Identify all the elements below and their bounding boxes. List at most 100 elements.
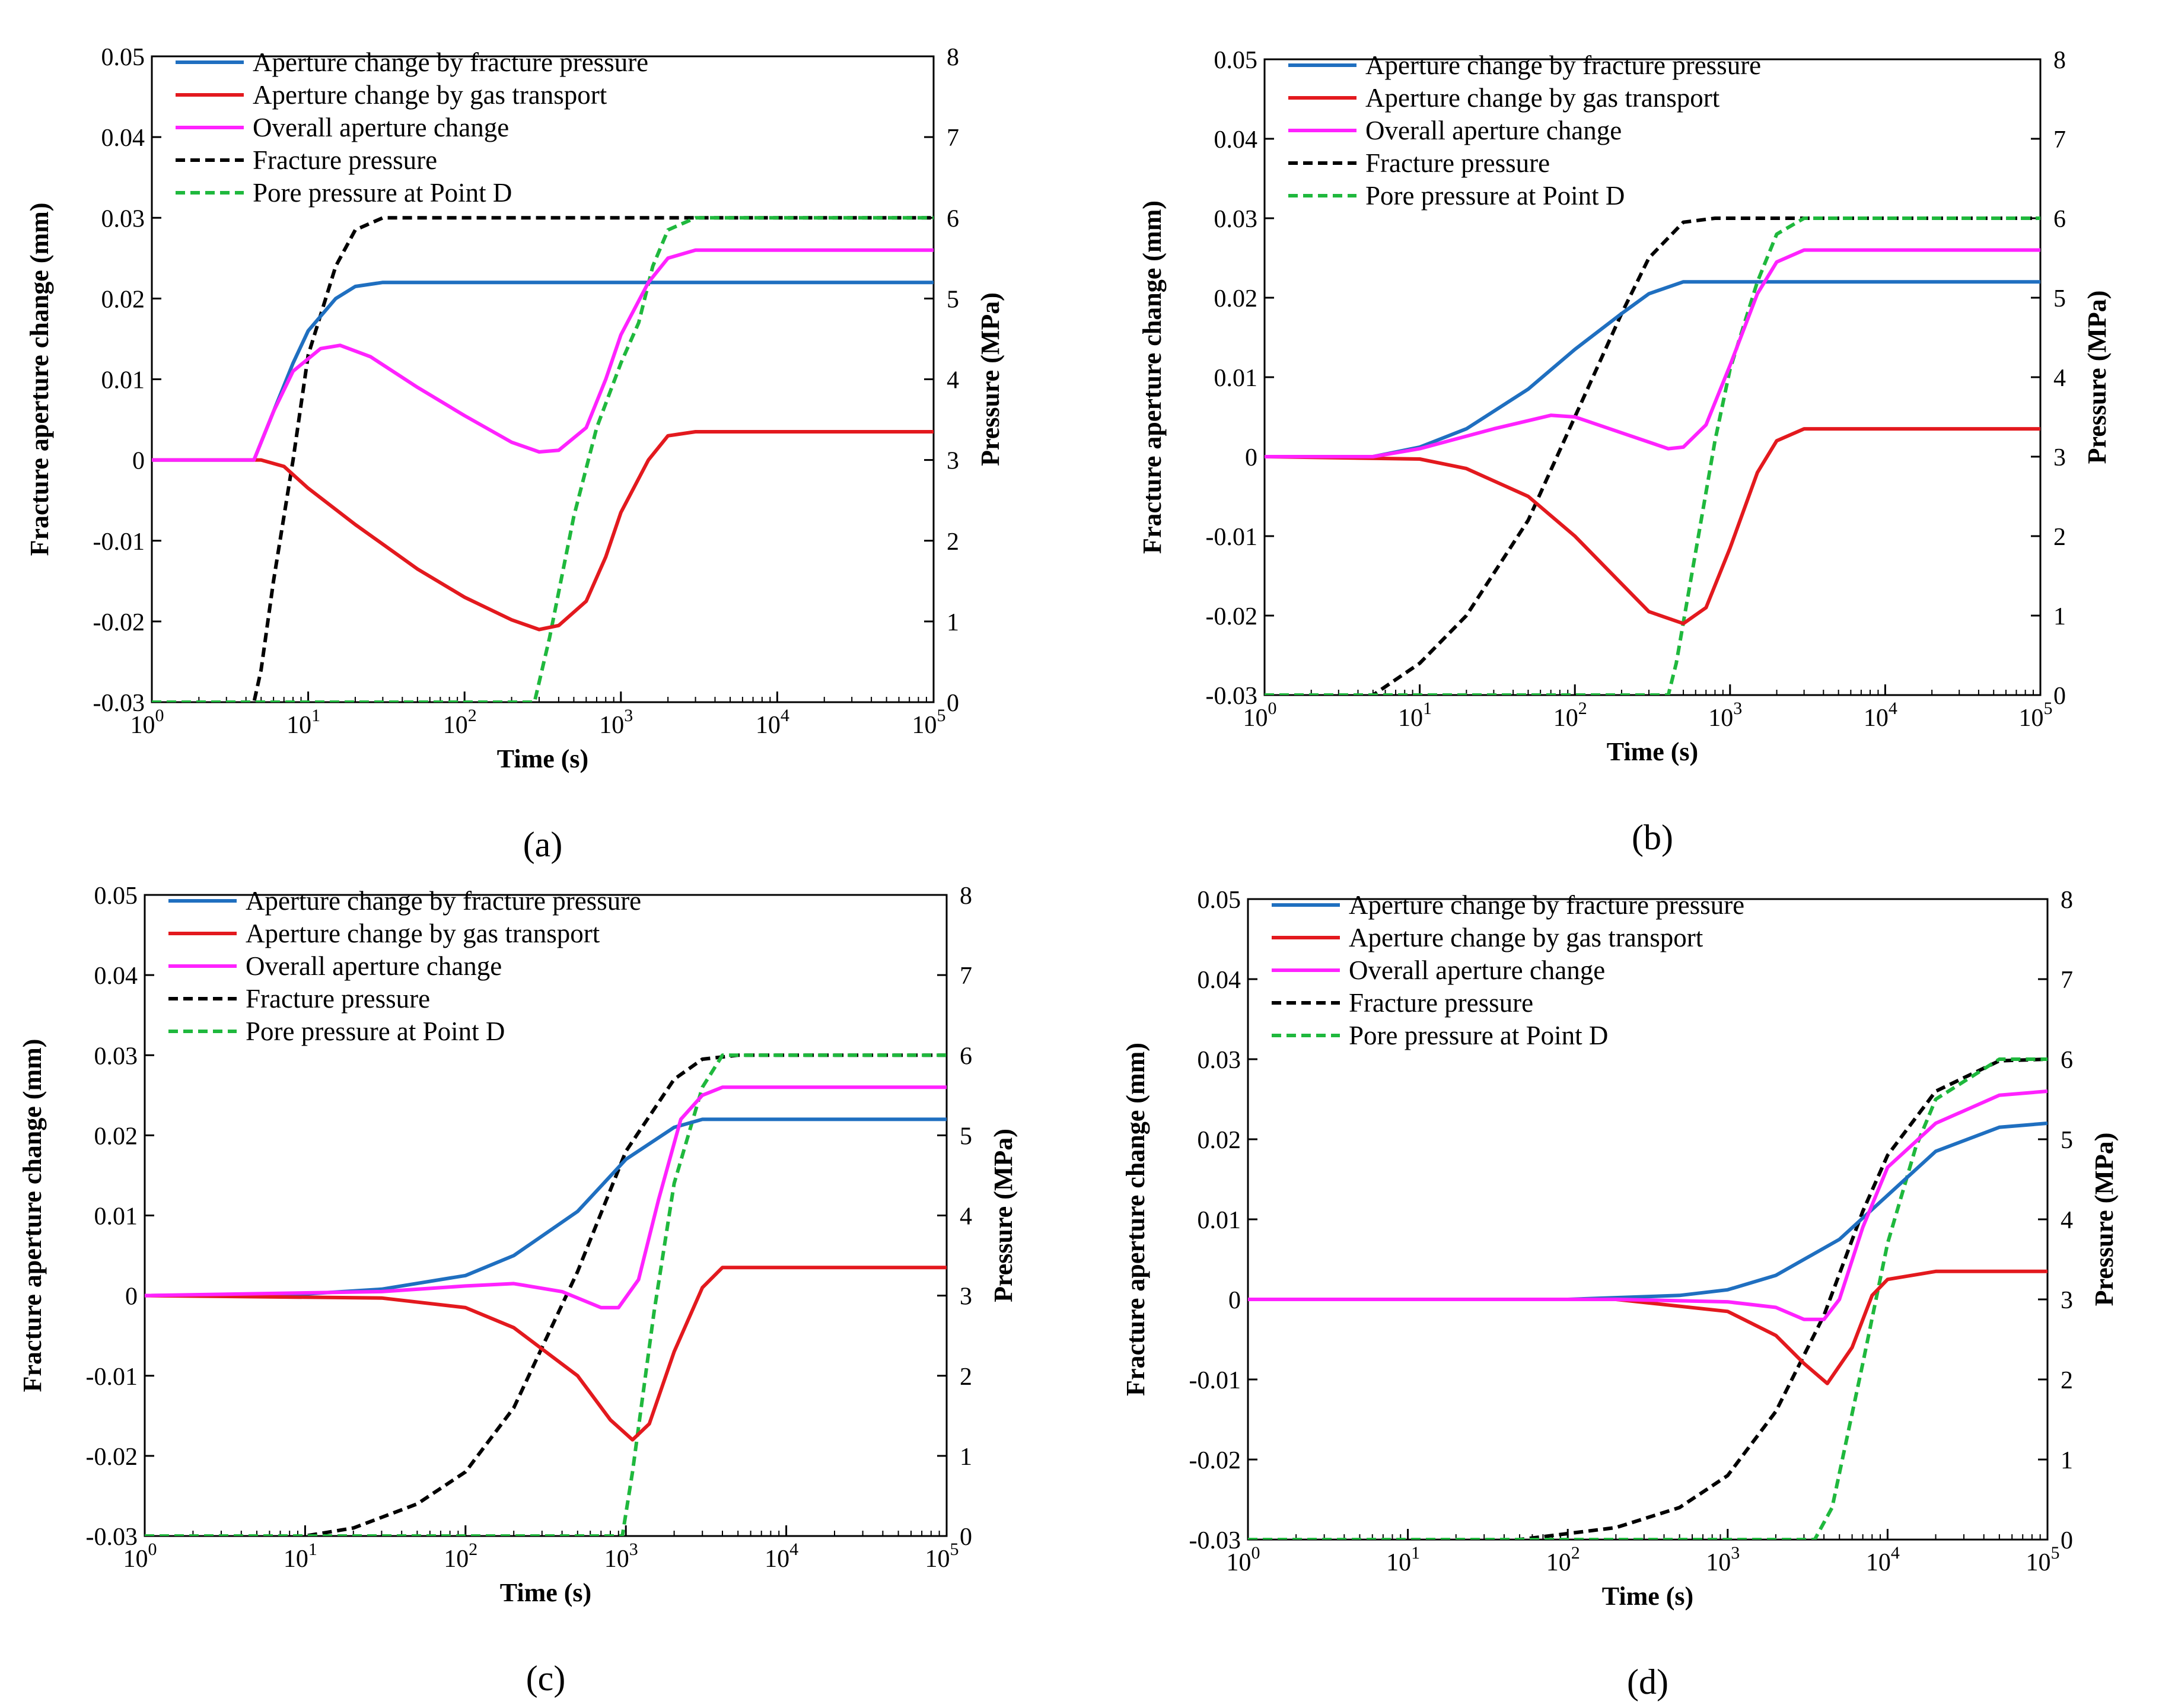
left-tick-label: -0.01 — [1189, 1367, 1241, 1394]
x-tick-exponent: 3 — [624, 706, 633, 725]
right-tick-label: 0 — [947, 690, 959, 717]
x-tick-label: 102 — [444, 1540, 477, 1573]
x-tick-label: 103 — [604, 1540, 638, 1573]
right-tick-label: 8 — [947, 44, 959, 71]
series-line-4 — [152, 216, 934, 702]
left-tick-label: 0.04 — [94, 963, 138, 990]
x-tick-exponent: 3 — [1731, 1543, 1740, 1563]
series-line-5 — [152, 216, 934, 702]
left-tick-label: 0.02 — [1214, 285, 1258, 313]
x-tick-base: 10 — [286, 712, 311, 739]
series-line-4 — [145, 1053, 947, 1536]
right-tick-label: 0 — [2061, 1527, 2073, 1554]
legend-label: Overall aperture change — [253, 113, 509, 142]
x-tick-base: 10 — [1243, 705, 1268, 732]
x-tick-label: 104 — [765, 1540, 798, 1573]
legend-label: Aperture change by gas transport — [1349, 923, 1703, 952]
x-tick-label: 101 — [1386, 1543, 1420, 1576]
x-tick-label: 103 — [1708, 699, 1742, 732]
x-tick-base: 10 — [912, 712, 937, 739]
x-tick-base: 10 — [443, 712, 468, 739]
x-axis-label: Time (s) — [497, 744, 588, 773]
x-tick-base: 10 — [1227, 1549, 1252, 1576]
x-axis-label: Time (s) — [1607, 737, 1698, 766]
left-tick-label: -0.01 — [1206, 524, 1258, 551]
x-tick-exponent: 3 — [1733, 699, 1742, 718]
x-tick-exponent: 4 — [789, 1540, 798, 1559]
legend-label: Fracture pressure — [253, 145, 437, 175]
x-tick-exponent: 4 — [1891, 1543, 1900, 1563]
x-tick-base: 10 — [1866, 1549, 1891, 1576]
panel-caption: (d) — [1627, 1662, 1668, 1701]
x-tick-base: 10 — [2019, 705, 2044, 732]
x-tick-exponent: 2 — [468, 706, 477, 725]
left-tick-label: -0.02 — [1206, 603, 1258, 630]
legend-label: Aperture change by fracture pressure — [253, 47, 648, 77]
left-tick-label: 0 — [125, 1283, 138, 1311]
right-tick-label: 2 — [960, 1363, 972, 1391]
series-line-2 — [1248, 1269, 2047, 1385]
x-tick-base: 10 — [756, 712, 781, 739]
series-line-5 — [1265, 216, 2040, 695]
series-line-4 — [1248, 1057, 2047, 1540]
x-tick-label: 102 — [443, 706, 477, 739]
right-tick-label: 7 — [960, 963, 972, 990]
legend-label: Pore pressure at Point D — [253, 178, 512, 208]
x-tick-exponent: 5 — [950, 1540, 959, 1559]
left-tick-label: 0 — [1228, 1287, 1241, 1314]
right-tick-label: 4 — [2061, 1207, 2073, 1234]
right-tick-label: 1 — [2053, 603, 2066, 630]
left-tick-label: -0.03 — [1206, 683, 1258, 710]
left-tick-label: -0.03 — [93, 690, 145, 717]
x-tick-label: 101 — [284, 1540, 317, 1573]
x-tick-base: 10 — [2026, 1549, 2051, 1576]
x-tick-base: 10 — [1398, 705, 1423, 732]
panel-caption: (c) — [526, 1659, 566, 1698]
series-line-3 — [1248, 1089, 2047, 1321]
right-tick-label: 1 — [960, 1443, 972, 1471]
x-tick-base: 10 — [1708, 705, 1733, 732]
left-tick-label: 0.02 — [101, 286, 145, 313]
x-tick-exponent: 3 — [629, 1540, 638, 1559]
left-tick-label: 0.03 — [101, 205, 145, 232]
series-line-3 — [152, 248, 934, 462]
legend-label: Overall aperture change — [1349, 955, 1605, 985]
series-line-2 — [145, 1266, 947, 1442]
series-line-3 — [145, 1085, 947, 1309]
y-axis-label-left: Fracture aperture change (mm) — [18, 1039, 47, 1392]
right-tick-label: 2 — [947, 528, 959, 556]
left-tick-label: 0.03 — [94, 1043, 138, 1070]
left-tick-label: 0.04 — [1214, 126, 1258, 154]
x-tick-exponent: 4 — [1889, 699, 1897, 718]
x-tick-exponent: 0 — [155, 706, 164, 725]
chart-panel-3: -0.03 -0.02 -0.01 0 0.01 0.02 0.03 0.04 0.05 0 1 2 3… — [18, 882, 1018, 1698]
x-tick-exponent: 0 — [1268, 699, 1277, 718]
left-tick-label: 0.05 — [94, 882, 138, 910]
series-line-2 — [1265, 427, 2040, 626]
left-tick-label: 0.03 — [1214, 206, 1258, 233]
x-tick-base: 10 — [284, 1546, 308, 1573]
x-tick-label: 100 — [130, 706, 164, 739]
x-tick-label: 104 — [1864, 699, 1897, 732]
x-axis-label: Time (s) — [1602, 1582, 1693, 1611]
x-axis-label: Time (s) — [500, 1578, 591, 1607]
x-tick-exponent: 4 — [781, 706, 789, 725]
x-tick-exponent: 5 — [2044, 699, 2053, 718]
right-tick-label: 6 — [2053, 206, 2066, 233]
right-tick-label: 7 — [2053, 126, 2066, 154]
x-tick-base: 10 — [1546, 1549, 1571, 1576]
left-tick-label: 0.02 — [94, 1123, 138, 1150]
legend-label: Aperture change by fracture pressure — [1349, 890, 1744, 920]
panel-caption: (b) — [1632, 818, 1673, 857]
right-tick-label: 4 — [2053, 365, 2066, 392]
panel-caption: (a) — [523, 825, 563, 864]
right-tick-label: 6 — [960, 1043, 972, 1070]
x-tick-label: 100 — [1227, 1543, 1260, 1576]
x-tick-label: 101 — [286, 706, 320, 739]
left-tick-label: 0.01 — [101, 367, 145, 394]
left-tick-label: 0.02 — [1198, 1127, 1241, 1154]
left-tick-label: 0.04 — [101, 125, 145, 152]
chart-panel-2: -0.03 -0.02 -0.01 0 0.01 0.02 0.03 0.04 0.05 0 1 2 3… — [1138, 47, 2112, 857]
x-tick-base: 10 — [925, 1546, 950, 1573]
